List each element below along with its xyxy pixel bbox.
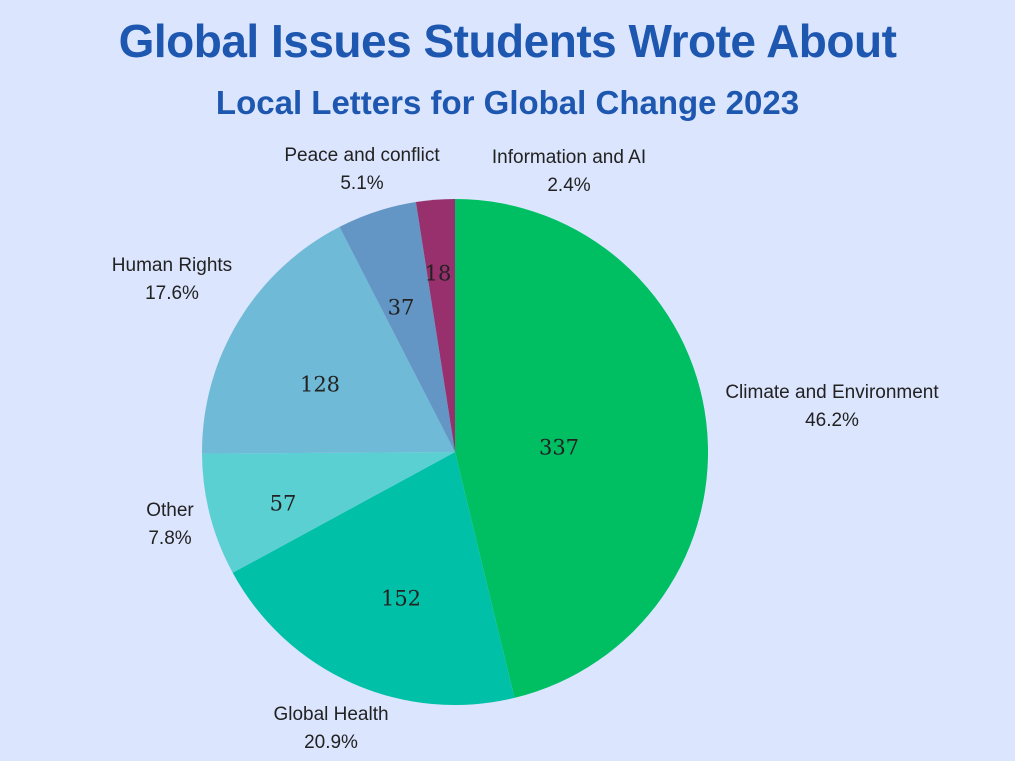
slice-percent: 17.6%	[145, 283, 199, 304]
slice-category-name: Peace and conflict	[284, 145, 440, 166]
slice-value-human-rights: 128	[300, 373, 340, 397]
slice-value-global-health: 152	[381, 587, 421, 611]
slice-category-name: Global Health	[273, 704, 388, 725]
slice-value-climate-and-environment: 337	[539, 436, 579, 460]
pie-slice-global-health	[232, 452, 515, 706]
slice-percent: 5.1%	[340, 173, 383, 194]
slice-percent: 2.4%	[547, 175, 590, 196]
slice-category-labels: Climate and Environment 46.2% Global Healt…	[112, 145, 940, 753]
slice-value-labels: 337 152 57 128 37 18	[270, 262, 579, 611]
slice-value-peace-and-conflict: 37	[388, 296, 415, 320]
slice-value-information-and-ai: 18	[425, 262, 452, 286]
slice-label-information-and-ai: Information and AI 2.4%	[492, 147, 646, 196]
slice-category-name: Information and AI	[492, 147, 646, 168]
slice-label-climate-and-environment: Climate and Environment 46.2%	[725, 382, 939, 431]
pie-slices	[202, 199, 709, 706]
pie-slice-other	[202, 452, 455, 573]
pie-slice-human-rights	[202, 226, 455, 454]
slice-label-human-rights: Human Rights 17.6%	[112, 255, 232, 304]
slice-label-global-health: Global Health 20.9%	[273, 704, 388, 753]
slice-category-name: Climate and Environment	[725, 382, 939, 403]
slice-category-name: Other	[146, 500, 194, 521]
chart-title: Global Issues Students Wrote About	[118, 15, 897, 67]
slice-percent: 46.2%	[805, 410, 859, 431]
pie-slice-information-and-ai	[415, 199, 455, 452]
slice-value-other: 57	[270, 492, 297, 516]
pie-slice-peace-and-conflict	[339, 202, 455, 452]
slice-percent: 7.8%	[148, 528, 191, 549]
chart-subtitle: Local Letters for Global Change 2023	[215, 84, 800, 121]
slice-label-other: Other 7.8%	[146, 500, 194, 549]
pie-slice-climate-and-environment	[455, 199, 709, 698]
slice-percent: 20.9%	[304, 732, 358, 753]
slice-category-name: Human Rights	[112, 255, 232, 276]
slice-label-peace-and-conflict: Peace and conflict 5.1%	[284, 145, 440, 194]
